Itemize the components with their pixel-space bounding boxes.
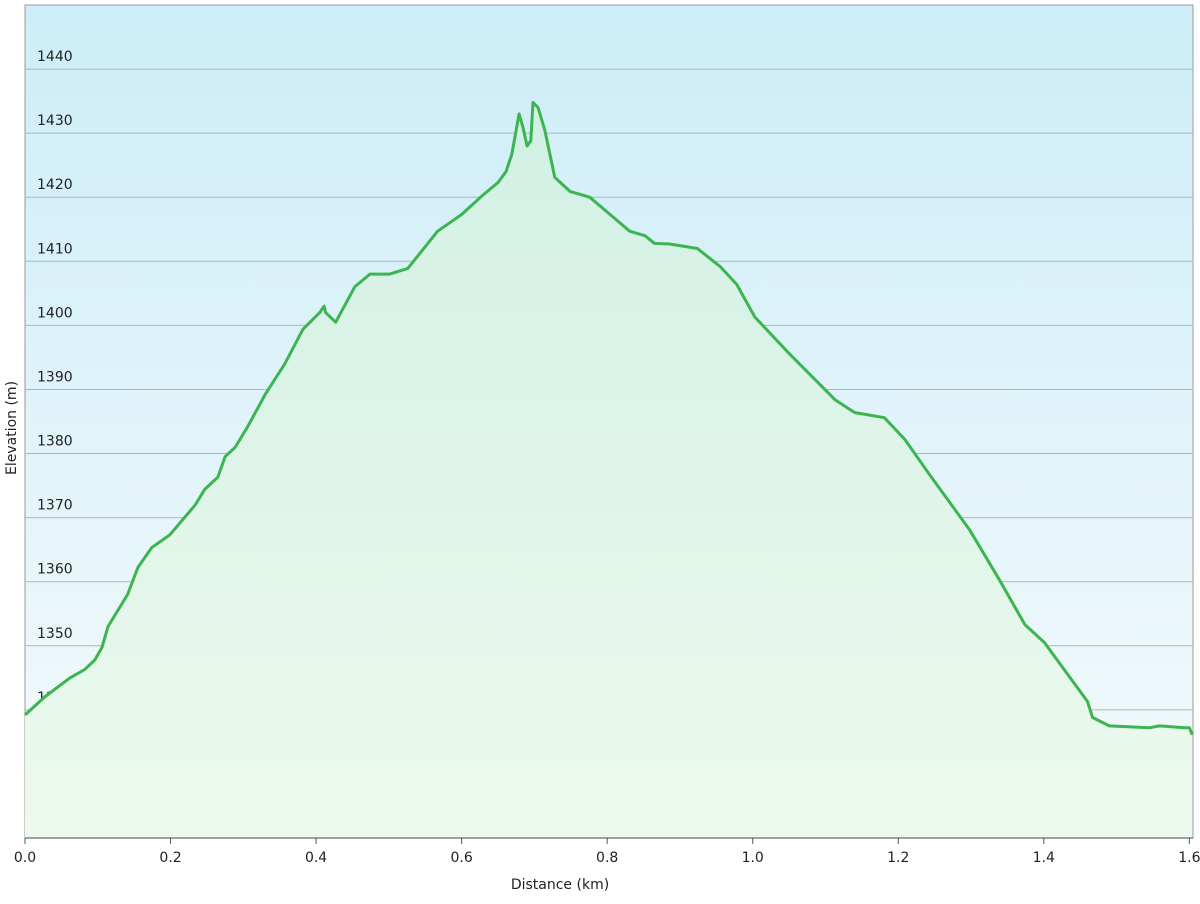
elevation-line (23, 100, 1194, 736)
x-tick-label: 1.4 (1033, 850, 1055, 866)
x-tick-label: 0.6 (451, 850, 473, 866)
y-tick-label: 1420 (37, 177, 73, 193)
area-fill (25, 102, 1193, 838)
y-tick-label: 1400 (37, 305, 73, 321)
x-axis-label: Distance (km) (511, 877, 609, 893)
y-tick-label: 1350 (37, 626, 73, 642)
y-tick-label: 1390 (37, 369, 73, 385)
y-tick-label: 1440 (37, 49, 73, 65)
x-tick-label: 0.2 (159, 850, 181, 866)
x-tick-label: 1.0 (742, 850, 764, 866)
y-tick-label: 1360 (37, 562, 73, 578)
x-tick-label: 1.2 (887, 850, 909, 866)
y-axis-label: Elevation (m) (4, 381, 20, 475)
x-tick-label: 0.0 (14, 850, 36, 866)
y-tick-label: 1410 (37, 241, 73, 257)
y-tick-label: 1430 (37, 113, 73, 129)
y-tick-label: 1370 (37, 498, 73, 514)
x-tick-label: 1.6 (1178, 850, 1200, 866)
y-tick-label: 1380 (37, 434, 73, 450)
x-tick-label: 0.4 (305, 850, 327, 866)
x-tick-label: 0.8 (596, 850, 618, 866)
